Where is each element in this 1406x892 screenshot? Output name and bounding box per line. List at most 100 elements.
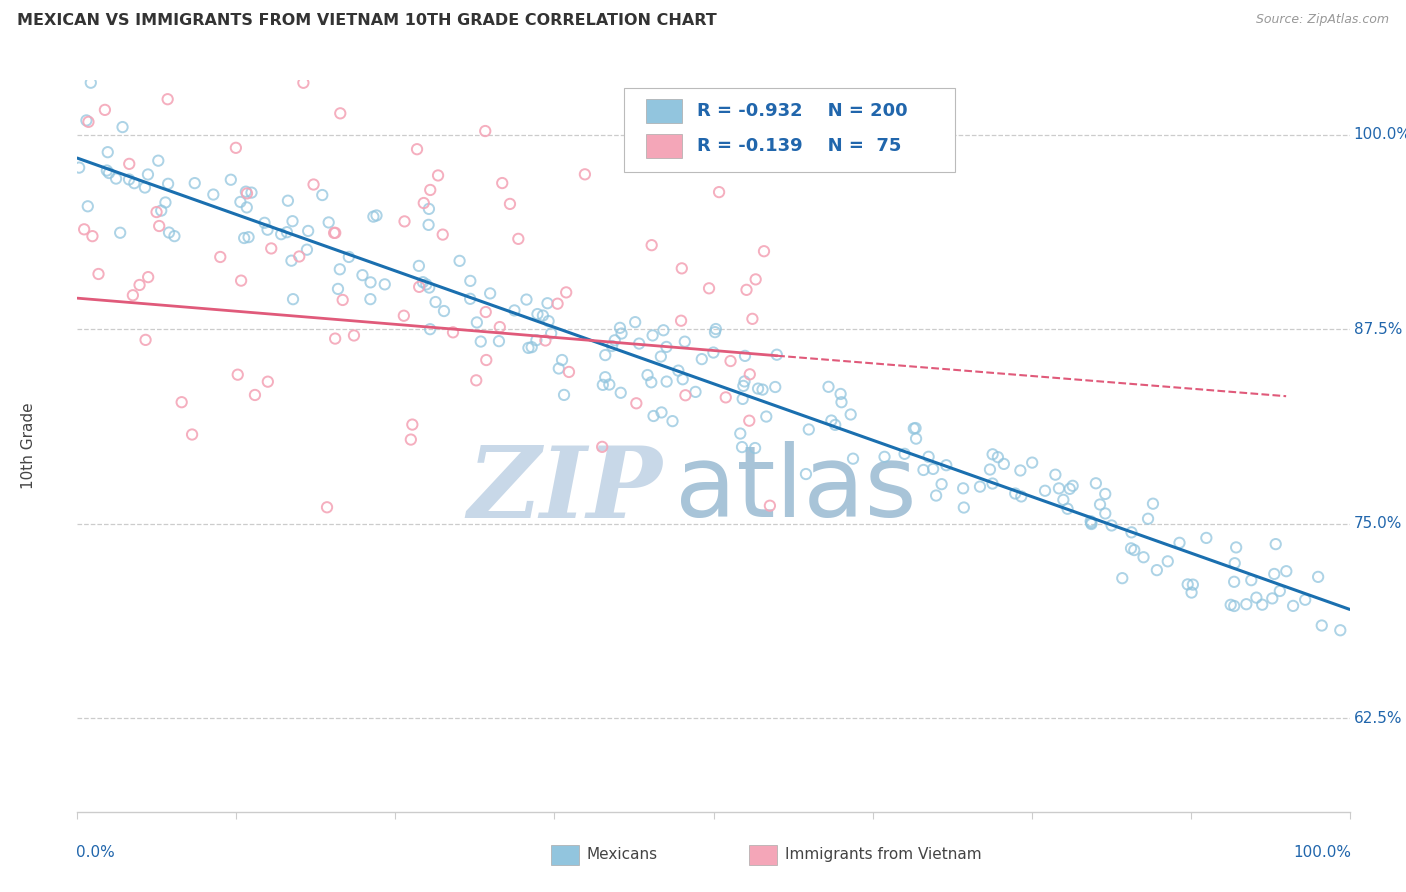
Point bbox=[741, 311, 763, 326]
Text: Mexicans: Mexicans bbox=[586, 847, 658, 863]
Point bbox=[1263, 566, 1285, 581]
Point bbox=[73, 222, 96, 236]
Point bbox=[359, 292, 381, 306]
Text: 75.0%: 75.0% bbox=[1354, 516, 1402, 532]
Point bbox=[917, 450, 939, 464]
Point bbox=[134, 180, 156, 194]
Point bbox=[1080, 514, 1102, 528]
Point bbox=[1094, 507, 1116, 521]
Point bbox=[270, 227, 292, 242]
Point bbox=[751, 383, 773, 397]
Point bbox=[598, 377, 620, 392]
Point bbox=[157, 226, 180, 240]
Point bbox=[122, 288, 145, 302]
Point bbox=[593, 370, 616, 384]
Text: 0.0%: 0.0% bbox=[76, 845, 115, 860]
Point bbox=[1121, 525, 1143, 540]
Point bbox=[925, 489, 948, 503]
Point bbox=[352, 268, 374, 282]
Point bbox=[1080, 516, 1102, 531]
Point bbox=[170, 395, 193, 409]
Point bbox=[1251, 598, 1274, 612]
Point bbox=[441, 326, 464, 340]
Text: 62.5%: 62.5% bbox=[1354, 711, 1402, 726]
Point bbox=[418, 218, 440, 232]
Text: 10th Grade: 10th Grade bbox=[21, 402, 37, 490]
Point bbox=[1033, 483, 1056, 498]
Point bbox=[360, 276, 382, 290]
Point bbox=[236, 201, 259, 215]
Point bbox=[419, 183, 441, 197]
Point bbox=[415, 277, 437, 292]
Text: Source: ZipAtlas.com: Source: ZipAtlas.com bbox=[1256, 13, 1389, 27]
Point bbox=[98, 166, 121, 180]
Point bbox=[763, 380, 786, 394]
Point bbox=[931, 477, 953, 491]
Point bbox=[643, 409, 665, 423]
Point bbox=[475, 353, 498, 368]
Point bbox=[555, 285, 578, 300]
Point bbox=[1137, 512, 1160, 526]
Text: 87.5%: 87.5% bbox=[1354, 322, 1402, 337]
Point bbox=[734, 375, 756, 389]
Point bbox=[394, 214, 416, 228]
Point bbox=[311, 188, 333, 202]
Point bbox=[329, 106, 352, 120]
Point bbox=[744, 441, 766, 455]
Point bbox=[433, 304, 456, 318]
Point bbox=[661, 414, 683, 428]
Point bbox=[993, 457, 1015, 471]
Point bbox=[1308, 570, 1330, 584]
Point bbox=[1219, 598, 1241, 612]
Point bbox=[1310, 618, 1333, 632]
FancyBboxPatch shape bbox=[647, 99, 682, 123]
Point bbox=[118, 172, 141, 186]
Point bbox=[1264, 537, 1286, 551]
Point bbox=[256, 375, 278, 389]
Point bbox=[1146, 563, 1168, 577]
Point bbox=[425, 295, 447, 310]
Point bbox=[733, 379, 755, 393]
Point bbox=[1294, 592, 1316, 607]
Point bbox=[830, 387, 852, 401]
Point bbox=[406, 142, 429, 156]
Point bbox=[610, 326, 633, 341]
Point bbox=[225, 141, 247, 155]
Point bbox=[839, 408, 862, 422]
Point bbox=[209, 250, 232, 264]
Point bbox=[1177, 577, 1199, 591]
Point bbox=[326, 282, 349, 296]
Point bbox=[1080, 516, 1102, 530]
Point bbox=[96, 163, 118, 178]
Point bbox=[685, 384, 707, 399]
Point bbox=[419, 322, 441, 336]
Point bbox=[935, 458, 957, 473]
Point bbox=[922, 462, 945, 476]
Text: R = -0.932    N = 200: R = -0.932 N = 200 bbox=[697, 102, 908, 120]
Point bbox=[1021, 456, 1043, 470]
Point bbox=[903, 421, 925, 435]
Point bbox=[1275, 564, 1298, 578]
Point bbox=[1157, 554, 1180, 568]
Point bbox=[479, 286, 502, 301]
Point bbox=[316, 500, 339, 515]
Point bbox=[673, 388, 696, 402]
Point bbox=[650, 405, 672, 419]
Point bbox=[609, 385, 631, 400]
Point bbox=[1195, 531, 1218, 545]
Point bbox=[1010, 490, 1032, 504]
Point bbox=[574, 167, 596, 181]
Text: atlas: atlas bbox=[675, 442, 917, 539]
Point bbox=[624, 315, 647, 329]
Point bbox=[735, 283, 758, 297]
Point bbox=[76, 199, 98, 213]
FancyBboxPatch shape bbox=[551, 845, 579, 865]
Point bbox=[817, 380, 839, 394]
Point bbox=[912, 463, 935, 477]
Point bbox=[323, 226, 346, 240]
Point bbox=[1004, 486, 1026, 500]
Point bbox=[704, 325, 727, 339]
Point bbox=[697, 281, 720, 295]
Point bbox=[302, 178, 325, 192]
Point bbox=[987, 450, 1010, 464]
